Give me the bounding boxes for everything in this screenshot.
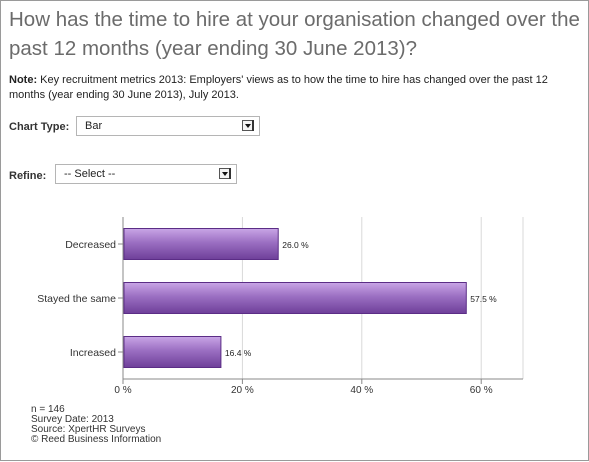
category-label: Stayed the same [37, 293, 116, 305]
chevron-down-icon[interactable] [219, 168, 231, 179]
note-label: Note: [9, 74, 38, 86]
source: Source: XpertHR Surveys [31, 424, 146, 435]
category-label: Increased [70, 347, 116, 359]
sample-size: n = 146 [31, 404, 65, 415]
chart-note: Note: Key recruitment metrics 2013: Empl… [9, 73, 584, 103]
refine-select[interactable]: -- Select -- [55, 164, 237, 184]
copyright: © Reed Business Information [31, 434, 162, 445]
x-tick-label: 60 % [470, 385, 493, 396]
survey-date: Survey Date: 2013 [31, 414, 114, 425]
note-text: Key recruitment metrics 2013: Employers'… [9, 74, 548, 101]
refine-label: Refine: [9, 170, 47, 182]
x-tick-label: 0 % [114, 385, 131, 396]
chart-type-select[interactable]: Bar [76, 116, 260, 136]
chart-type-label: Chart Type: [9, 121, 70, 133]
x-tick-label: 20 % [231, 385, 254, 396]
bar [123, 336, 222, 368]
bar [123, 228, 279, 260]
refine-value: -- Select -- [64, 168, 116, 180]
chevron-down-icon[interactable] [242, 120, 254, 131]
data-label: 26.0 % [282, 240, 309, 250]
chart-footer: n = 146 Survey Date: 2013 Source: XpertH… [31, 405, 161, 445]
page-title: How has the time to hire at your organis… [9, 8, 580, 60]
data-label: 57.5 % [470, 294, 497, 304]
category-label: Decreased [65, 239, 116, 251]
x-tick-label: 40 % [350, 385, 373, 396]
chart-type-value: Bar [85, 120, 103, 132]
bar [123, 282, 467, 314]
data-label: 16.4 % [225, 348, 252, 358]
